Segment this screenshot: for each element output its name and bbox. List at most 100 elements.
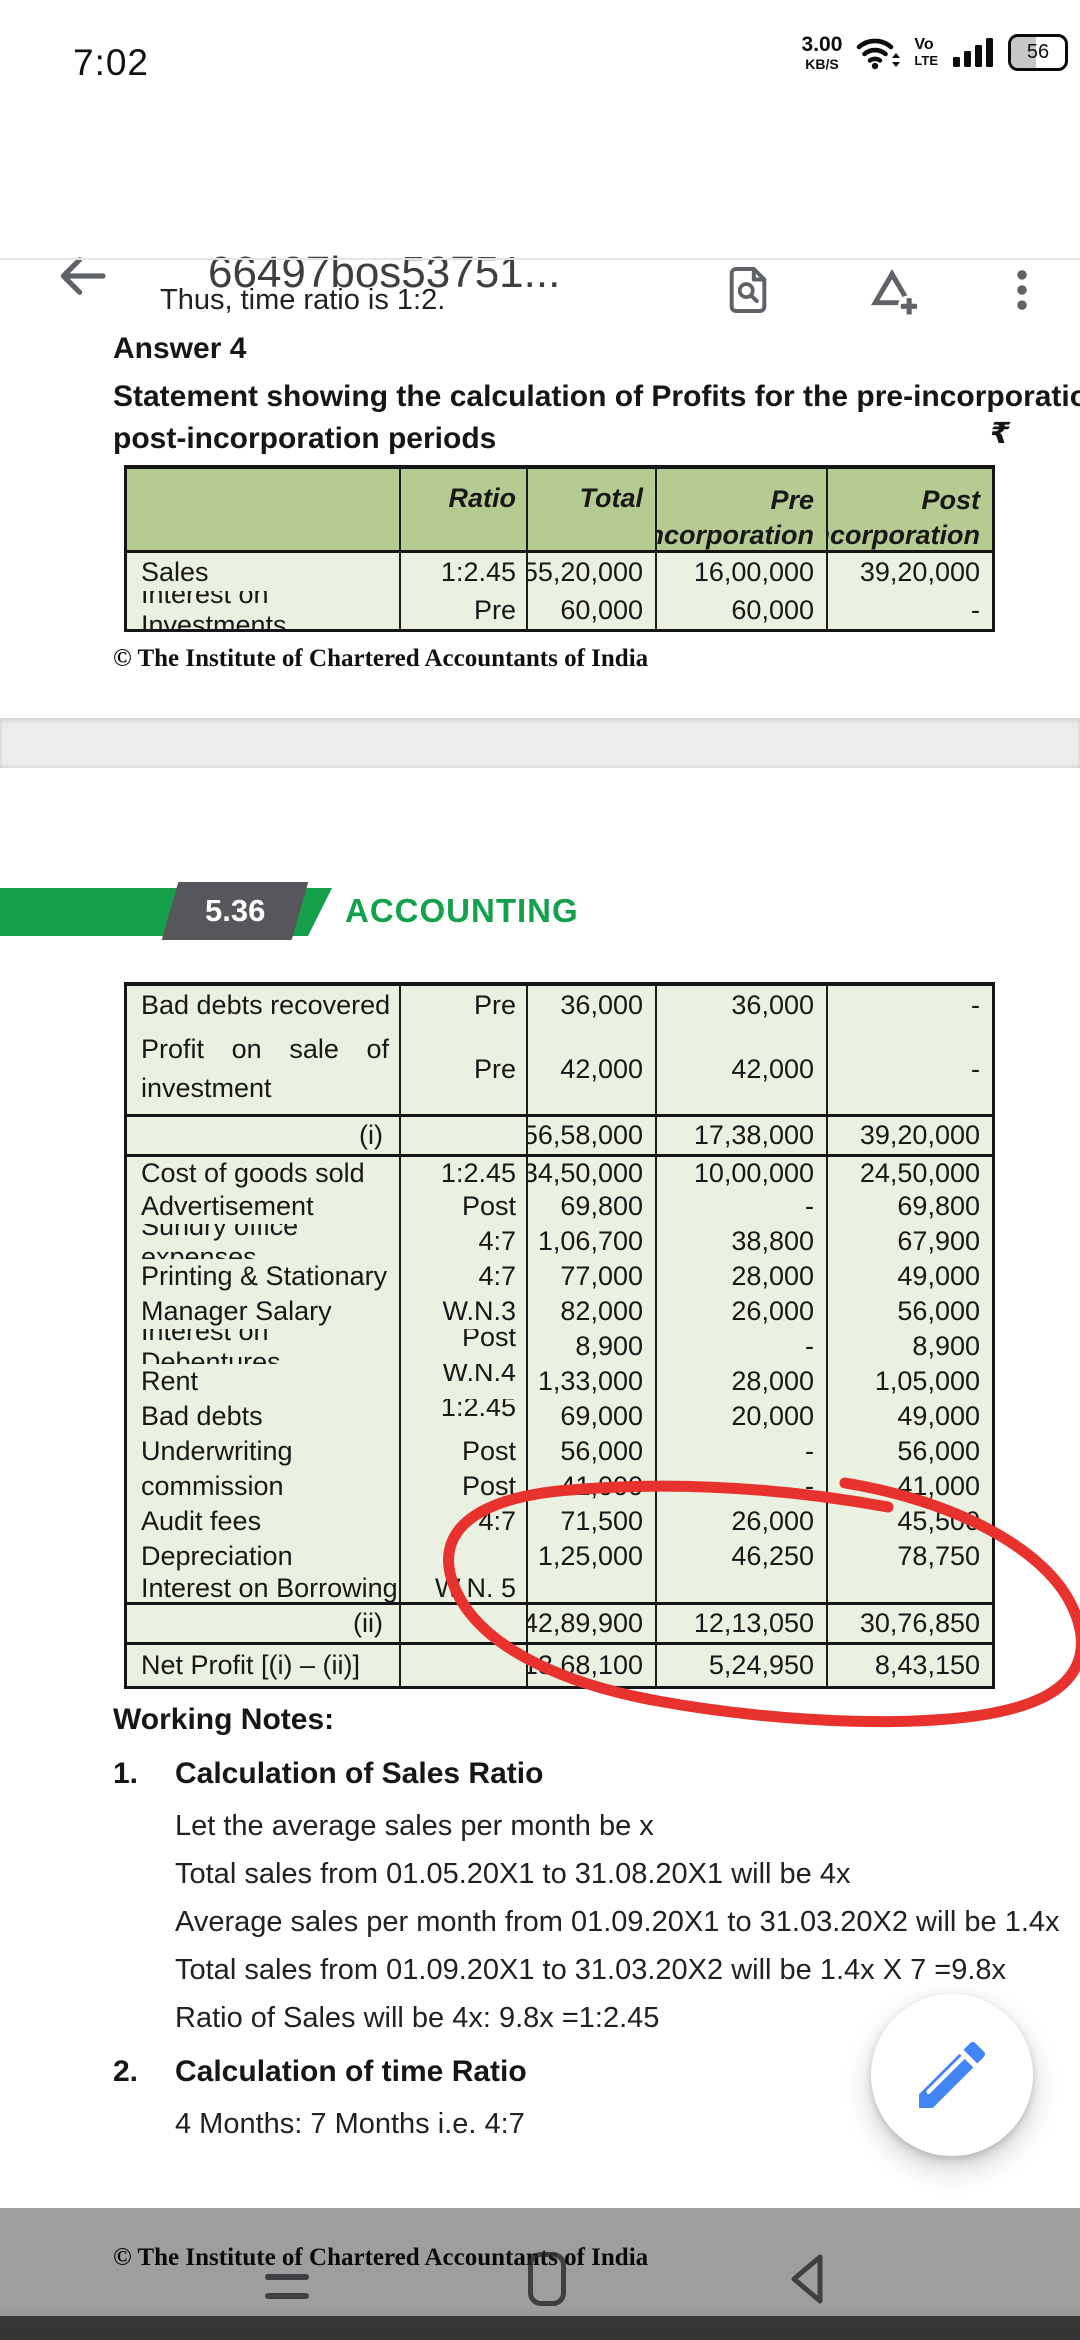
table-row: Net Profit [(i) – (ii)] 13,68,100 5,24,950…	[127, 1642, 992, 1686]
table-cell-text: 1,06,700	[537, 1226, 643, 1256]
table-cell-text: 55,20,000	[526, 556, 643, 587]
table-header-cell: Pre Incorporation	[655, 469, 826, 550]
table-header-cell: PostIncorporation	[826, 469, 992, 550]
volte-line1: Vo	[914, 36, 934, 53]
table-row: (ii) 42,89,900 12,13,050 30,76,850	[127, 1602, 992, 1642]
table-row: Interest on Debentures Post 8,900 - 8,900	[127, 1329, 992, 1364]
table-cell: 4:7	[399, 1224, 526, 1259]
home-button[interactable]	[528, 2252, 566, 2306]
table-cell-text: 41,000	[560, 1471, 643, 1501]
table-cell-text: 28,000	[731, 1261, 814, 1291]
table-cell-text: 4:7	[478, 1506, 516, 1536]
find-in-document-button[interactable]	[720, 262, 776, 318]
table-cell: 41,000	[526, 1469, 655, 1504]
table-cell-text: Underwriting	[141, 1436, 293, 1466]
table-cell-text: (i)	[359, 1120, 383, 1150]
edit-fab-button[interactable]	[871, 1994, 1033, 2156]
table-cell-text: 4:7	[478, 1226, 516, 1256]
table-cell-text: Post	[461, 1191, 516, 1221]
table-cell: Post	[399, 1434, 526, 1469]
table-cell: 38,800	[655, 1224, 826, 1259]
table-cell: 26,000	[655, 1504, 826, 1539]
table-cell-text: Post	[461, 1471, 516, 1501]
table-cell-text: 39,20,000	[859, 1120, 980, 1150]
table-cell-text: 1,33,000	[537, 1366, 643, 1396]
table-cell: -	[826, 986, 992, 1024]
table-cell-text: 1:2.45	[440, 1399, 516, 1422]
working-notes-heading: Working Notes:	[113, 1703, 335, 1736]
table-cell-text: 16,00,000	[693, 556, 814, 587]
table-cell-text: (ii)	[353, 1608, 383, 1638]
table-cell: 55,20,000	[526, 553, 655, 591]
table-cell-text: 8,900	[575, 1331, 643, 1361]
table-cell: -	[655, 1189, 826, 1224]
table-cell-text: Interest on Borrowing	[141, 1574, 398, 1602]
recents-button[interactable]	[265, 2274, 309, 2312]
table-cell: 49,000	[826, 1259, 992, 1294]
table-cell-text: -	[805, 1471, 814, 1501]
table-cell: 30,76,850	[826, 1605, 992, 1642]
status-bar: 7:02 3.00 KB/S Vo LTE 56	[0, 0, 1080, 100]
table-cell: 8,900	[526, 1329, 655, 1364]
table-cell: 4:7	[399, 1259, 526, 1294]
table-cell-text: 8,900	[912, 1331, 980, 1361]
status-icons: 3.00 KB/S Vo LTE 56	[802, 28, 1068, 76]
table-cell: 60,000	[526, 591, 655, 629]
table-cell-text: Cost of goods sold	[141, 1157, 365, 1188]
table-cell: 69,800	[826, 1189, 992, 1224]
app-toolbar: 66497bos53751...	[0, 100, 1080, 318]
table-cell: 1,25,000	[526, 1539, 655, 1574]
edit-pencil-icon	[919, 2041, 986, 2108]
table-cell-text: Depreciation	[141, 1541, 293, 1571]
table-cell-text: 41,000	[897, 1471, 980, 1501]
table-row: Rent W.N.4 1,33,000 28,000 1,05,000	[127, 1364, 992, 1399]
table-cell: 69,800	[526, 1189, 655, 1224]
table-cell: 16,00,000	[655, 553, 826, 591]
table-cell: 20,000	[655, 1399, 826, 1434]
navigation-bar	[0, 2208, 1080, 2340]
table-cell-text: 1:2.45	[440, 556, 516, 587]
overflow-menu-button[interactable]	[996, 262, 1048, 318]
table-cell-line: Profit on sale of	[141, 1034, 389, 1064]
table-cell: Cost of goods sold	[127, 1157, 399, 1189]
table-cell-text: 46,250	[731, 1541, 814, 1571]
table-cell: 77,000	[526, 1259, 655, 1294]
table-cell: 49,000	[826, 1399, 992, 1434]
table-cell	[399, 1645, 526, 1686]
table-cell-text: Sales	[141, 556, 209, 587]
clock: 7:02	[73, 42, 150, 83]
back-button[interactable]	[54, 248, 110, 304]
table-row: Underwriting Post 56,000 - 56,000	[127, 1434, 992, 1469]
table-cell-text: Bad debts recovered	[141, 989, 391, 1020]
table-cell: 69,000	[526, 1399, 655, 1434]
table-cell	[399, 1605, 526, 1642]
volte-line2: LTE	[914, 53, 938, 68]
table-cell-text: 8,43,150	[874, 1650, 980, 1680]
table-cell-text: 28,000	[731, 1366, 814, 1396]
table-cell-text: 78,750	[897, 1541, 980, 1571]
nav-back-button[interactable]	[782, 2250, 832, 2308]
table-cell: 28,000	[655, 1259, 826, 1294]
table-cell-text: commission	[141, 1471, 284, 1501]
table-cell-text: 69,800	[897, 1191, 980, 1221]
table-cell: 5,24,950	[655, 1645, 826, 1686]
table-cell: 4:7	[399, 1504, 526, 1539]
table-cell-text: Pre	[473, 594, 516, 625]
table-cell: Pre	[399, 986, 526, 1024]
table-cell-line: investment	[141, 1073, 272, 1104]
working-note-line: Ratio of Sales will be 4x: 9.8x =1:2.45	[175, 2002, 660, 2034]
table-cell-text: 4:7	[478, 1261, 516, 1291]
working-note-title-row: 2. Calculation of time Ratio	[113, 2052, 1013, 2092]
table-row: Advertisement Post 69,800 - 69,800	[127, 1189, 992, 1224]
table-cell-text: Interest on Debentures	[141, 1329, 281, 1364]
table-cell-text: 10,00,000	[693, 1157, 814, 1188]
table-cell: 39,20,000	[826, 1117, 992, 1154]
table-cell-text: 34,50,000	[526, 1157, 643, 1188]
table-cell-text: Printing & Stationary	[141, 1261, 388, 1291]
table-cell: 1:2.45	[399, 553, 526, 591]
working-note-line: Total sales from 01.05.20X1 to 31.08.20X…	[175, 1858, 851, 1890]
recents-icon	[265, 2293, 309, 2299]
drive-add-button[interactable]	[864, 262, 920, 318]
table-cell: 36,000	[655, 986, 826, 1024]
table-cell-text: 69,000	[560, 1401, 643, 1431]
